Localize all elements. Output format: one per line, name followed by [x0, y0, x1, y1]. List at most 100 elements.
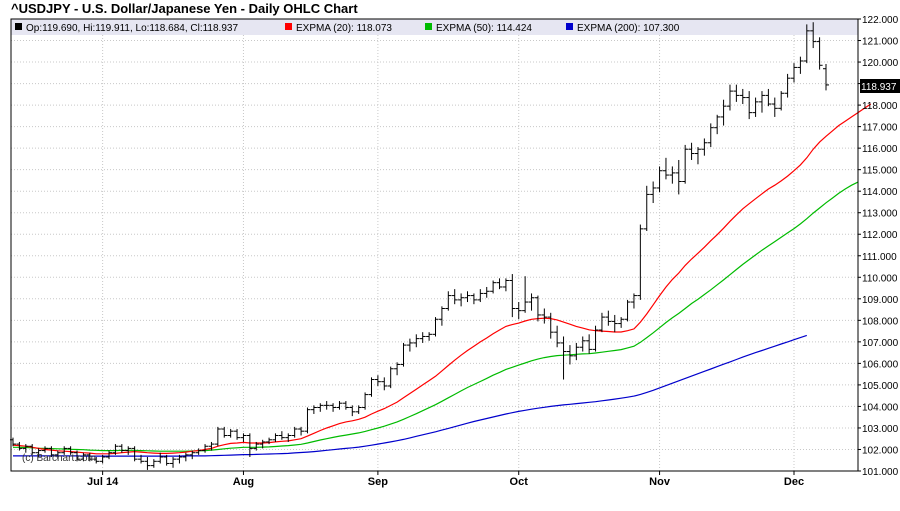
ohlc-bar: [400, 342, 407, 367]
ohlc-bar: [458, 293, 465, 307]
legend-ema200-text: EXPMA (200): 107.300: [577, 23, 680, 34]
ohlc-bar: [470, 293, 477, 305]
y-tick-label: 115.000: [862, 166, 898, 177]
x-tick-label: Jul 14: [87, 476, 119, 488]
ohlc-bar: [48, 446, 55, 458]
ohlc-bar: [16, 441, 23, 451]
ohlc-bar: [54, 450, 61, 460]
ohlc-bar: [650, 181, 657, 204]
ema-lines: [12, 103, 872, 457]
ohlc-bar: [528, 293, 535, 311]
ohlc-bar: [74, 450, 81, 462]
ohlc-bar: [227, 429, 234, 438]
legend-ema50-text: EXPMA (50): 114.424: [436, 23, 532, 34]
ohlc-bar: [490, 280, 497, 294]
ohlc-bar: [253, 441, 260, 451]
ohlc-bar: [349, 405, 356, 417]
ohlc-bar: [29, 444, 36, 455]
ohlc-bar: [419, 332, 426, 343]
ohlc-bar: [118, 444, 125, 453]
ohlc-bar: [86, 452, 93, 462]
ohlc-bar: [803, 24, 810, 64]
ohlc-bar: [586, 334, 593, 354]
y-tick-label: 108.000: [862, 316, 899, 327]
ohlc-bar: [566, 345, 573, 365]
ohlc-bar: [394, 362, 401, 376]
ohlc-bar: [426, 332, 433, 341]
ohlc-bar: [374, 375, 381, 386]
ohlc-bar: [579, 336, 586, 352]
ohlc-bar: [278, 431, 285, 440]
y-tick-label: 104.000: [862, 402, 899, 413]
ohlc-bar: [714, 114, 721, 135]
ohlc-bar: [182, 452, 189, 462]
ohlc-bar: [810, 22, 817, 49]
ohlc-bar: [573, 342, 580, 361]
y-tick-label: 122.000: [862, 15, 899, 26]
y-tick-label: 102.000: [862, 445, 899, 456]
legend: Op:119.690, Hi:119.911, Lo:118.684, Cl:1…: [15, 23, 680, 34]
ohlc-bar: [317, 403, 324, 412]
ohlc-bar: [797, 56, 804, 74]
ohlc-bar: [330, 403, 337, 412]
y-tick-label: 106.000: [862, 359, 899, 370]
y-tick-label: 120.000: [862, 58, 899, 69]
ohlc-bar: [106, 450, 113, 460]
ohlc-bar: [477, 289, 484, 303]
y-tick-label: 111.000: [862, 252, 897, 263]
ohlc-bar: [291, 426, 298, 438]
ohlc-bar: [221, 426, 228, 438]
y-tick-label: 113.000: [862, 209, 898, 220]
ohlc-bar: [381, 377, 388, 391]
ohlc-bar: [598, 312, 605, 333]
y-tick-label: 110.000: [862, 273, 898, 284]
ohlc-bar: [438, 306, 445, 326]
ohlc-bar: [637, 224, 644, 300]
ohlc-bar: [131, 446, 138, 462]
x-tick-label: Nov: [649, 476, 671, 488]
x-tick-label: Sep: [368, 476, 388, 488]
legend-ema20-swatch: [285, 23, 292, 30]
ohlc-bar: [662, 157, 669, 180]
ohlc-bar: [784, 73, 791, 98]
ohlc-bar: [336, 401, 343, 410]
legend-ema50-swatch: [425, 23, 432, 30]
ohlc-bar: [624, 299, 631, 322]
ohlc-bar: [61, 446, 68, 455]
x-tick-label: Dec: [784, 476, 804, 488]
ohlc-bar: [618, 317, 625, 328]
y-tick-label: 118.000: [862, 101, 898, 112]
ohlc-bar: [93, 457, 100, 464]
ohlc-bar: [342, 401, 349, 410]
ohlc-bar: [701, 138, 708, 156]
ohlc-bar: [42, 446, 49, 453]
y-tick-label: 121.000: [862, 37, 899, 48]
y-tick-label: 103.000: [862, 424, 899, 435]
y-tick-label: 109.000: [862, 295, 899, 306]
ohlc-bar: [630, 293, 637, 309]
ohlc-bar: [483, 286, 490, 298]
ohlc-bar: [240, 433, 247, 442]
ohlc-bar: [547, 312, 554, 339]
x-tick-label: Oct: [510, 476, 529, 488]
legend-quote-swatch: [15, 23, 22, 30]
ohlc-bar: [368, 377, 375, 397]
ohlc-bar: [541, 308, 548, 324]
ohlc-bar: [669, 166, 676, 184]
ohlc-bar: [208, 441, 215, 451]
ohlc-bar: [534, 295, 541, 322]
ohlc-bar: [67, 446, 74, 455]
plot-border: [10, 18, 859, 472]
ohlc-bar: [304, 407, 311, 434]
ohlc-bar: [605, 310, 612, 326]
ohlc-bar: [509, 274, 516, 318]
ohlc-bar: [259, 439, 266, 449]
ohlc-bar: [554, 325, 561, 348]
y-tick-label: 116.000: [862, 144, 898, 155]
ohlc-bar: [112, 444, 119, 455]
watermark: (c) Barchart.com: [22, 453, 96, 464]
ohlc-bar: [310, 405, 317, 414]
ohlc-bar: [778, 91, 785, 111]
ohlc-bar: [790, 63, 797, 83]
